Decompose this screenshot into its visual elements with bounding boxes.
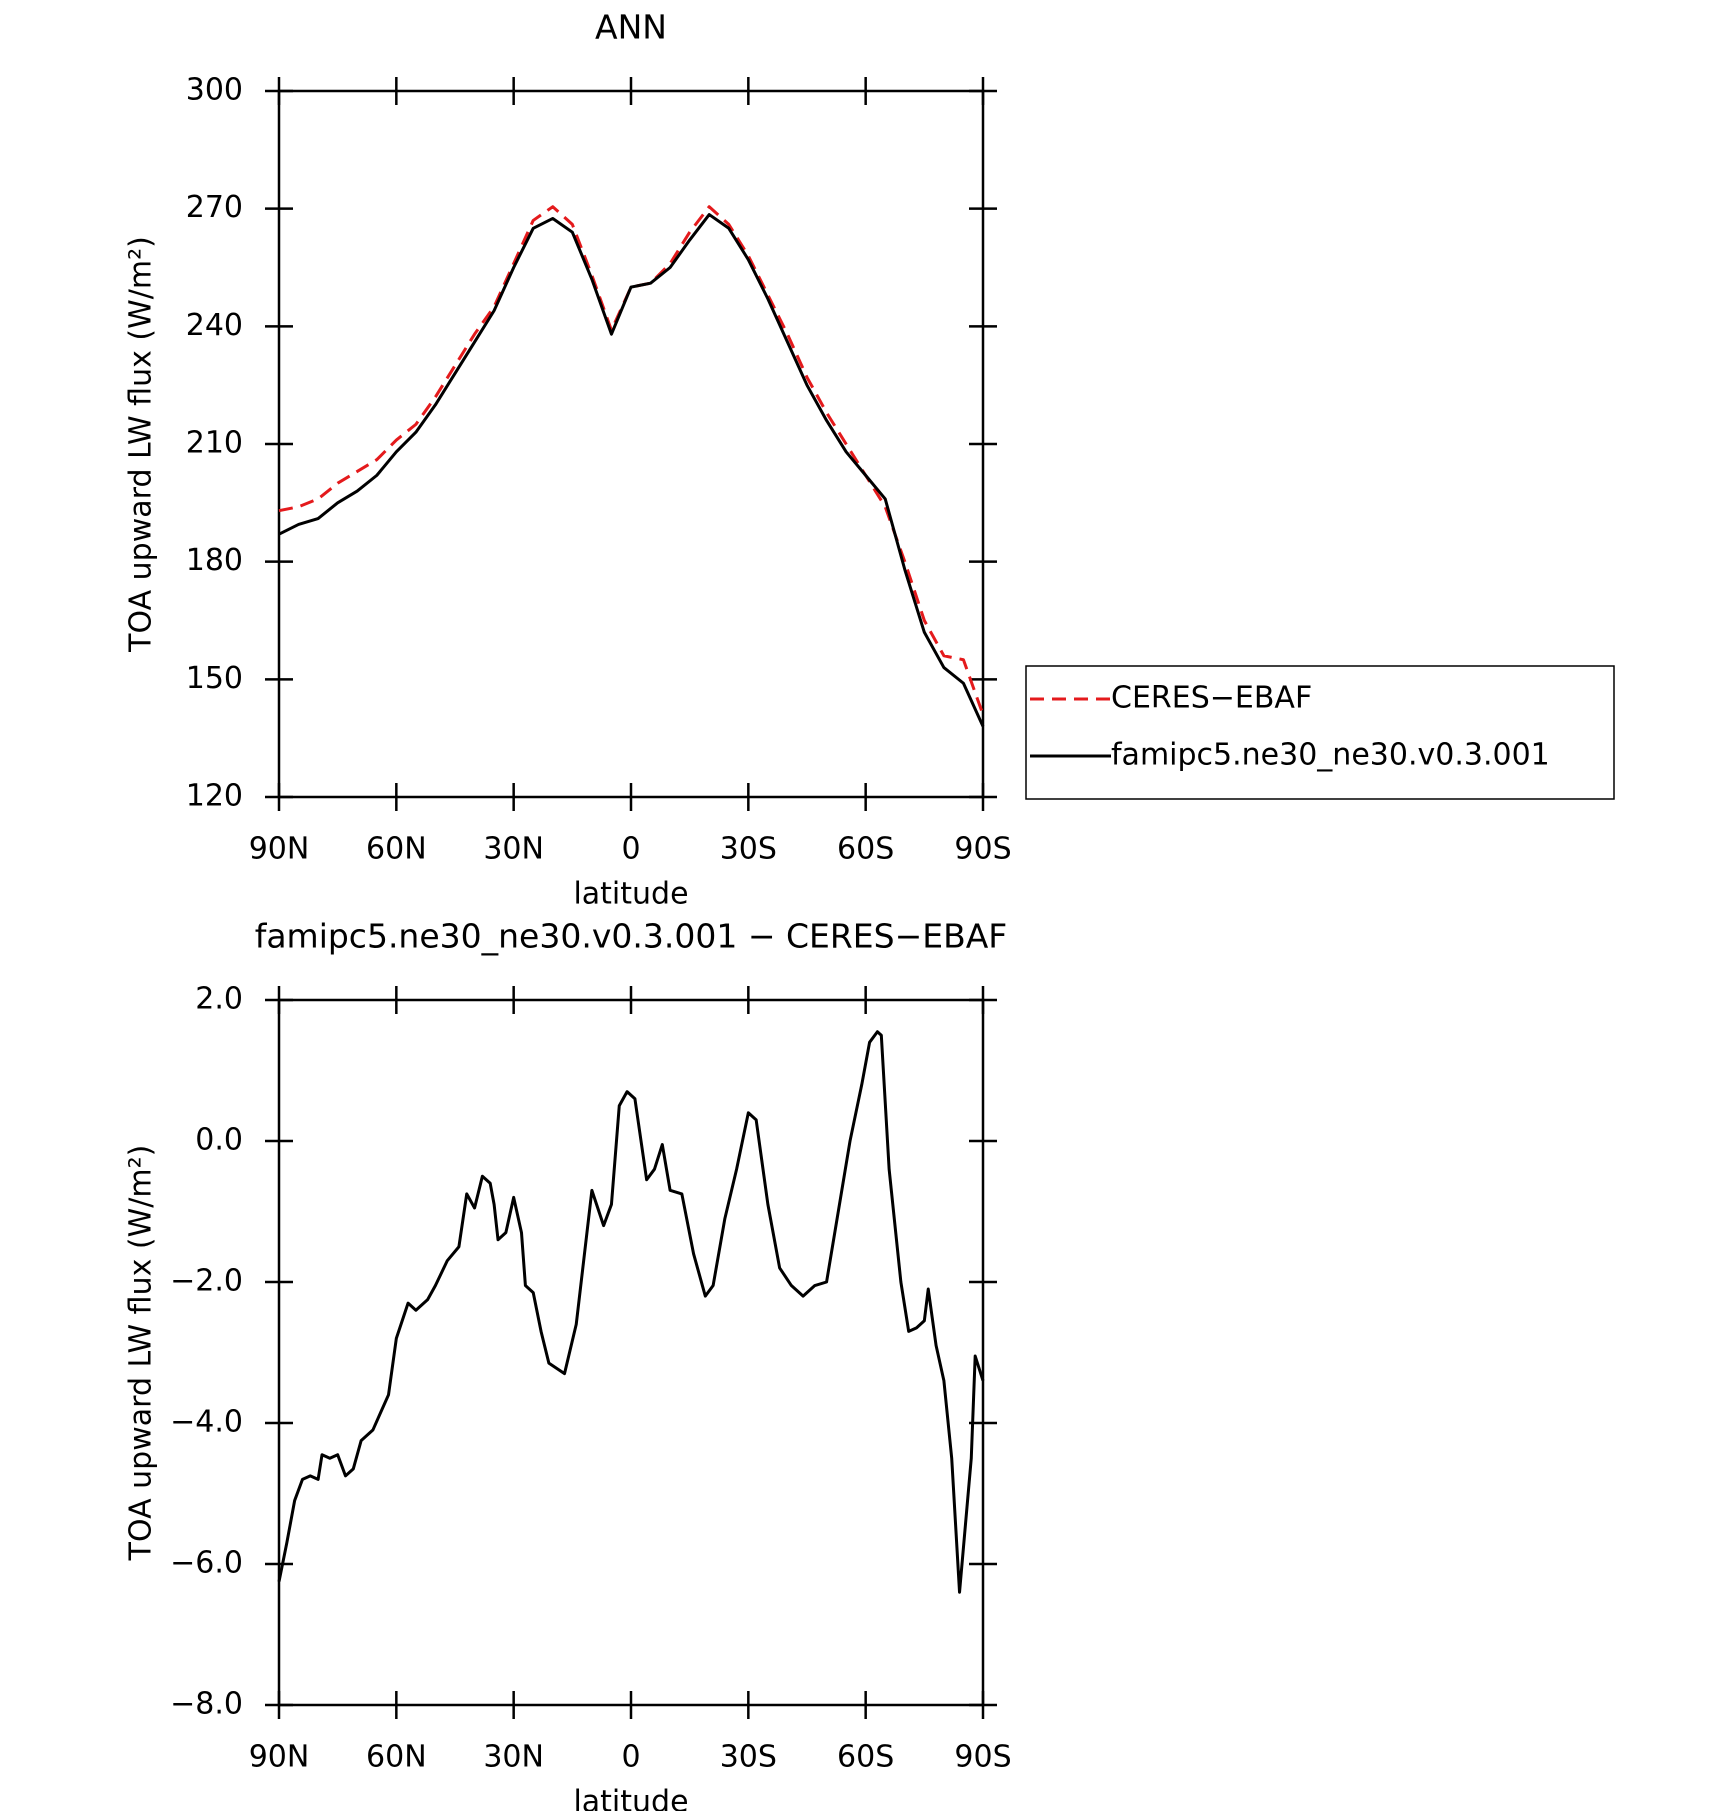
x-axis-label: latitude <box>573 1785 688 1811</box>
x-tick-label: 0 <box>621 832 640 867</box>
legend-label: famipc5.ne30_ne30.v0.3.001 <box>1111 738 1550 773</box>
y-tick-label: −4.0 <box>170 1405 243 1440</box>
x-tick-label: 30S <box>720 832 777 867</box>
x-tick-label: 30N <box>483 832 544 867</box>
y-tick-label: 180 <box>186 543 243 578</box>
y-tick-label: 150 <box>186 661 243 696</box>
x-tick-label: 30N <box>483 1740 544 1775</box>
x-tick-label: 30S <box>720 1740 777 1775</box>
y-tick-label: 240 <box>186 308 243 343</box>
y-tick-label: 2.0 <box>195 982 243 1017</box>
chart-title: famipc5.ne30_ne30.v0.3.001 − CERES−EBAF <box>255 917 1008 956</box>
y-tick-label: 120 <box>186 779 243 814</box>
x-tick-label: 90S <box>954 1740 1011 1775</box>
y-tick-label: 300 <box>186 73 243 108</box>
chart-title: ANN <box>595 8 667 47</box>
x-tick-label: 60N <box>366 1740 427 1775</box>
x-tick-label: 90N <box>249 1740 310 1775</box>
plot-frame <box>277 998 985 1707</box>
legend-box <box>1025 665 1615 800</box>
x-tick-label: 60S <box>837 1740 894 1775</box>
y-tick-label: 210 <box>186 426 243 461</box>
y-tick-label: −8.0 <box>170 1687 243 1722</box>
data-line <box>277 1030 985 1594</box>
x-tick-label: 90S <box>954 832 1011 867</box>
y-axis-label: TOA upward LW flux (W/m²) <box>124 236 159 653</box>
y-tick-label: 270 <box>186 190 243 225</box>
y-tick-label: −2.0 <box>170 1264 243 1299</box>
data-line <box>278 205 985 716</box>
x-tick-label: 0 <box>621 1740 640 1775</box>
y-tick-label: 0.0 <box>195 1123 243 1158</box>
x-axis-label: latitude <box>573 877 688 912</box>
x-tick-label: 90N <box>249 832 310 867</box>
legend-label: CERES−EBAF <box>1111 681 1312 716</box>
data-line <box>278 213 985 728</box>
plot-frame <box>277 89 985 799</box>
y-tick-label: −6.0 <box>170 1546 243 1581</box>
y-axis-label: TOA upward LW flux (W/m²) <box>124 1145 159 1562</box>
x-tick-label: 60N <box>366 832 427 867</box>
x-tick-label: 60S <box>837 832 894 867</box>
